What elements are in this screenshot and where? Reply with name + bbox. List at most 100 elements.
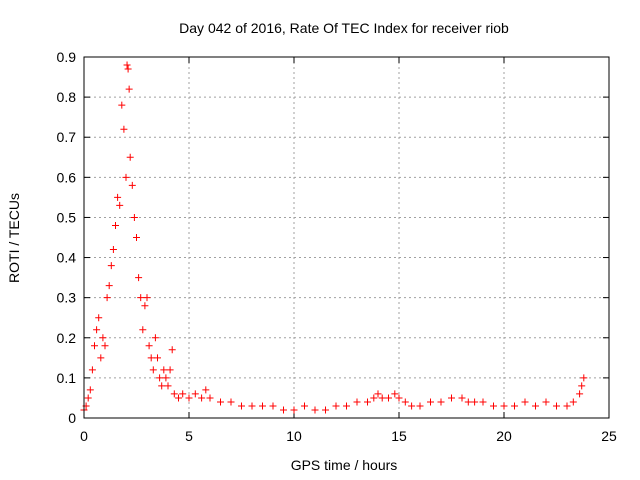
data-point (364, 398, 371, 406)
data-point (464, 398, 472, 406)
data-point (332, 402, 340, 410)
data-point (427, 398, 434, 406)
data-point (154, 354, 161, 362)
x-tick-label: 0 (80, 428, 88, 444)
data-point (88, 366, 96, 374)
chart-title: Day 042 of 2016, Rate Of TEC Index for r… (179, 20, 509, 36)
data-point (500, 402, 508, 410)
data-point (116, 201, 124, 209)
data-point (112, 221, 119, 229)
data-point (370, 394, 378, 402)
data-point (378, 394, 386, 402)
data-point (532, 402, 539, 410)
data-point (147, 354, 155, 362)
data-point (118, 101, 126, 109)
data-point (227, 398, 235, 406)
grid (84, 57, 609, 418)
axis-ticks (83, 56, 610, 419)
data-point (578, 382, 586, 390)
data-point (105, 282, 113, 290)
data-point (259, 402, 266, 410)
x-tick-label: 10 (286, 428, 302, 444)
data-point (143, 294, 151, 302)
data-point (91, 342, 98, 350)
y-tick-label: 0.2 (57, 330, 77, 346)
data-point (191, 390, 199, 398)
data-point (580, 374, 588, 382)
data-point (563, 402, 571, 410)
data-points (80, 61, 588, 414)
data-point (202, 386, 210, 394)
data-point (170, 390, 178, 398)
x-tick-label: 25 (601, 428, 617, 444)
data-point (160, 366, 168, 374)
data-point (238, 402, 245, 410)
data-point (322, 406, 329, 414)
x-tick-label: 15 (391, 428, 407, 444)
data-point (391, 390, 399, 398)
data-point (343, 402, 350, 410)
x-tick-label: 20 (496, 428, 512, 444)
data-point (217, 398, 224, 406)
data-point (158, 382, 166, 390)
data-point (553, 402, 560, 410)
data-point (137, 294, 145, 302)
data-point (133, 234, 140, 241)
data-point (93, 326, 101, 334)
x-tick-label: 5 (185, 428, 193, 444)
data-point (408, 402, 416, 410)
plot-frame (83, 56, 610, 419)
data-point (109, 246, 117, 254)
data-point (416, 402, 424, 410)
data-point (521, 398, 529, 406)
data-point (401, 398, 409, 406)
y-tick-label: 0.6 (57, 169, 77, 185)
data-point (141, 302, 149, 310)
data-point (248, 402, 256, 410)
data-point (149, 366, 157, 374)
data-point (145, 342, 153, 350)
data-point (164, 382, 172, 390)
data-point (99, 334, 107, 342)
x-tick-labels: 0 5 10 15 20 25 (80, 428, 617, 444)
data-point (198, 394, 206, 402)
data-point (103, 294, 111, 302)
data-point (353, 398, 361, 406)
data-point (448, 394, 455, 402)
data-point (185, 394, 193, 402)
data-point (95, 314, 103, 322)
data-point (311, 406, 319, 414)
data-point (471, 398, 479, 406)
data-point (374, 390, 382, 398)
data-point (385, 394, 392, 402)
data-point (130, 213, 138, 221)
data-point (97, 354, 105, 362)
data-point (84, 394, 92, 402)
data-point (114, 193, 122, 201)
data-point (126, 153, 134, 161)
y-axis-label: ROTI / TECUs (6, 193, 22, 283)
y-tick-label: 0.9 (57, 49, 77, 65)
y-tick-labels: 0 0.1 0.2 0.3 0.4 0.5 0.6 0.7 0.8 0.9 (57, 49, 77, 426)
y-tick-label: 0.7 (57, 129, 77, 145)
data-point (101, 342, 109, 350)
data-point (151, 334, 159, 342)
data-point (156, 374, 164, 382)
data-point (162, 374, 170, 382)
data-point (120, 125, 128, 133)
data-point (458, 394, 466, 402)
y-tick-label: 0.4 (57, 250, 77, 266)
data-point (179, 390, 187, 398)
data-point (280, 406, 287, 414)
data-point (437, 398, 445, 406)
data-point (107, 262, 115, 270)
y-tick-label: 0 (68, 410, 76, 426)
y-tick-label: 0.5 (57, 209, 77, 225)
y-tick-label: 0.3 (57, 290, 77, 306)
data-point (206, 394, 214, 402)
data-point (395, 394, 403, 402)
data-point (490, 402, 497, 410)
data-point (122, 173, 130, 181)
x-axis-label: GPS time / hours (291, 457, 398, 473)
